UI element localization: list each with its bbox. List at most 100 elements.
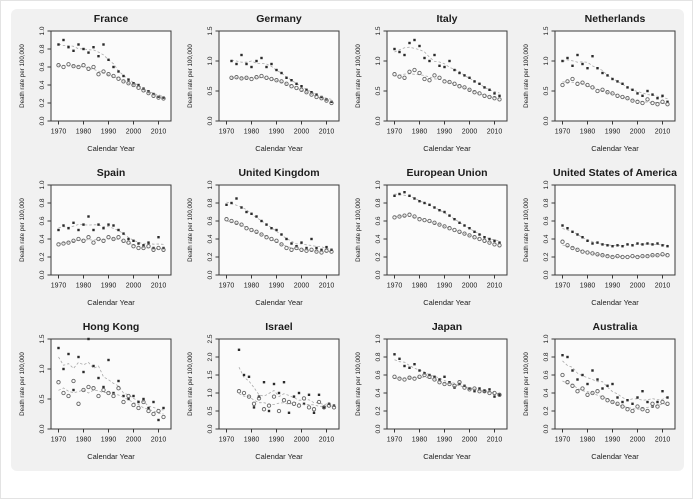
data-point-filled	[72, 388, 75, 392]
data-point-open	[590, 390, 595, 396]
data-point-filled	[646, 242, 649, 245]
data-point-filled	[413, 363, 416, 366]
data-point-filled	[403, 53, 406, 57]
data-point-filled	[132, 239, 135, 242]
data-point-open	[111, 393, 116, 399]
data-point-open	[56, 63, 61, 68]
data-point-open	[432, 73, 437, 78]
y-tick-label: 0.8	[375, 352, 382, 361]
data-point-open	[615, 401, 620, 406]
data-point-filled	[240, 206, 243, 209]
data-point-open	[111, 73, 116, 79]
panel-united-states-of-america: United States of America 1970 1980 1990 2000…	[515, 163, 683, 317]
data-point-open	[276, 408, 282, 414]
data-point-open	[462, 385, 467, 390]
data-point-filled	[493, 395, 496, 398]
x-tick-label: 2010	[655, 129, 671, 136]
data-point-open	[565, 243, 570, 248]
data-point-filled	[423, 201, 426, 205]
panel-israel: Israel 1970 1980 1990 2000 2010 0.0 0.5 1.0 1.5 2.…	[179, 317, 347, 471]
data-point-open	[412, 67, 417, 73]
data-point-open	[251, 401, 257, 406]
data-point-open	[432, 377, 437, 382]
data-point-filled	[581, 62, 584, 66]
data-point-open	[319, 96, 324, 101]
data-point-open	[156, 245, 161, 251]
data-point-open	[229, 75, 234, 80]
x-tick-label: 1990	[101, 437, 117, 444]
data-point-open	[71, 238, 76, 243]
data-point-filled	[235, 197, 238, 200]
data-point-open	[141, 399, 146, 405]
data-point-filled	[280, 233, 283, 236]
data-point-filled	[315, 246, 318, 250]
y-axis-label: Death rate per 100,000	[19, 352, 26, 416]
data-point-filled	[277, 391, 281, 395]
x-axis-label: Calendar Year	[87, 452, 135, 461]
panel-chart-australia: Australia 1970 1980 1990 2000 2010 0.0 0.2 0.4 0.…	[523, 321, 676, 461]
data-point-filled	[576, 233, 579, 236]
data-point-open	[437, 222, 442, 227]
data-point-filled	[661, 244, 664, 247]
data-point-filled	[458, 71, 461, 75]
data-point-open	[244, 75, 249, 80]
data-point-open	[402, 377, 407, 382]
data-point-open	[640, 407, 645, 412]
data-point-filled	[275, 68, 278, 72]
data-point-open	[477, 236, 482, 242]
panel-title: United Kingdom	[238, 167, 319, 179]
panel-title: Israel	[265, 321, 293, 333]
data-point-open	[655, 102, 660, 107]
data-point-filled	[62, 38, 65, 42]
data-point-open	[141, 245, 146, 251]
data-point-filled	[641, 390, 644, 393]
data-point-filled	[453, 68, 456, 72]
data-point-open	[279, 79, 284, 84]
data-point-open	[660, 399, 665, 405]
data-point-filled	[398, 50, 401, 54]
data-point-filled	[483, 236, 486, 239]
x-axis-label: Calendar Year	[87, 298, 135, 307]
x-tick-label: 1980	[76, 283, 92, 290]
x-tick-label: 2000	[294, 437, 310, 444]
panel-chart-israel: Israel 1970 1980 1990 2000 2010 0.0 0.5 1.0 1.5 2.…	[187, 321, 340, 461]
panel-australia: Australia 1970 1980 1990 2000 2010 0.0 0.2 0.4 0.…	[515, 317, 683, 471]
data-point-filled	[656, 97, 659, 100]
y-tick-label: 1.5	[207, 26, 214, 35]
data-point-filled	[656, 400, 659, 404]
data-point-filled	[443, 375, 446, 378]
data-point-filled	[616, 244, 619, 247]
data-point-filled	[162, 96, 165, 99]
data-point-filled	[102, 385, 105, 389]
plot-frame	[554, 338, 676, 430]
trend-line-lower-series	[562, 380, 668, 410]
data-point-filled	[290, 79, 293, 82]
data-point-open	[590, 85, 595, 90]
data-point-open	[61, 64, 66, 70]
data-point-open	[234, 220, 239, 225]
y-axis-label: Death rate per 100,000	[355, 198, 362, 262]
x-axis-label: Calendar Year	[591, 452, 639, 461]
y-tick-label: 0.6	[543, 216, 550, 225]
y-axis-label: Death rate per 100,000	[523, 44, 530, 108]
x-tick-label: 2010	[655, 437, 671, 444]
y-tick-label: 1.5	[207, 370, 214, 379]
y-tick-label: 0.2	[207, 252, 214, 261]
data-point-filled	[636, 92, 639, 95]
x-tick-label: 1970	[219, 283, 235, 290]
data-point-open	[281, 398, 287, 403]
data-point-filled	[242, 373, 246, 377]
x-tick-label: 2010	[487, 283, 503, 290]
y-tick-label: 1.5	[375, 26, 382, 35]
data-point-open	[329, 249, 334, 254]
data-point-open	[482, 389, 487, 394]
x-tick-label: 2010	[655, 283, 671, 290]
x-tick-label: 2000	[126, 283, 142, 290]
trend-line-lower-series	[58, 387, 164, 415]
y-tick-label: 0.0	[375, 270, 382, 279]
data-point-open	[264, 75, 269, 80]
panel-spain: Spain 1970 1980 1990 2000 2010 0.0 0.2 0.4 0.6 0.8…	[11, 163, 179, 317]
data-point-open	[61, 241, 66, 246]
data-point-open	[560, 372, 565, 378]
data-point-filled	[122, 394, 125, 398]
